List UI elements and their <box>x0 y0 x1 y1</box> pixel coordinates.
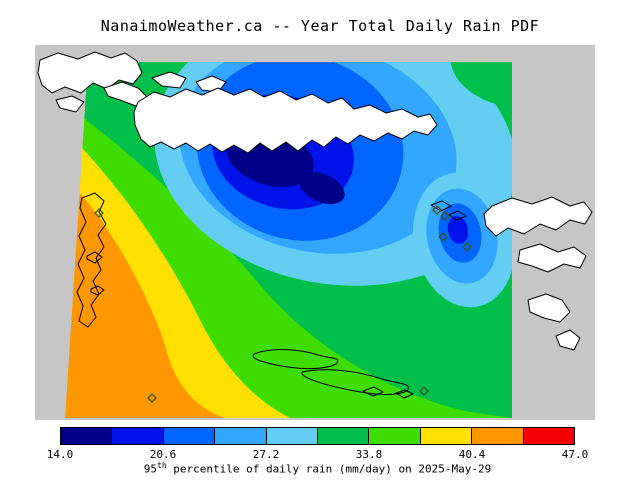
island-topleft-large <box>37 51 143 94</box>
colorbar-segment <box>420 428 473 444</box>
colorbar-segment <box>266 428 319 444</box>
coast-left-peninsula <box>76 192 107 328</box>
coast-bottom-islet-2 <box>395 389 414 399</box>
island-topleft-tiny <box>55 95 85 113</box>
white-landmasses <box>37 51 593 351</box>
coastlines-over-data <box>76 192 467 399</box>
contour-green-corner <box>450 62 512 108</box>
tick-label: 14.0 <box>46 448 74 461</box>
station-marker <box>419 386 429 396</box>
station-marker <box>147 393 157 403</box>
colorbar-segment <box>215 428 267 444</box>
tick-label: 40.4 <box>458 448 486 461</box>
colorbar-segment <box>112 428 164 444</box>
colorbar-segment <box>369 428 421 444</box>
mainland-coast <box>133 87 438 154</box>
colorbar-ticks: 14.0 20.6 27.2 33.8 40.4 47.0 <box>47 448 589 461</box>
contour-navy-lobe <box>299 171 345 205</box>
coast-bottom-island-1 <box>252 349 339 370</box>
caption-rest: percentile of daily rain (mm/day) on 202… <box>166 462 492 476</box>
colorbar-segment <box>523 428 575 444</box>
coast-bottom-islet-1 <box>362 386 384 397</box>
station-markers <box>94 205 472 403</box>
island-right-tiny <box>555 329 581 351</box>
caption: 95th percentile of daily rain (mm/day) o… <box>60 461 575 476</box>
station-marker <box>462 242 472 252</box>
coast-right-islet-1 <box>430 200 452 212</box>
tick-label: 27.2 <box>252 448 280 461</box>
caption-superscript: th <box>157 461 167 470</box>
colorbar-segment <box>318 428 370 444</box>
colorbar-segment <box>472 428 524 444</box>
island-right-small <box>527 293 571 323</box>
caption-prefix: 95 <box>143 462 158 476</box>
colorbar-segment <box>163 428 216 444</box>
pocket-blue-core <box>447 216 469 244</box>
island-topstrip-1 <box>151 71 187 89</box>
coast-right-islet-2 <box>448 210 467 221</box>
island-right-mid <box>517 243 587 273</box>
tick-label: 20.6 <box>149 448 177 461</box>
page-title: NanaimoWeather.ca -- Year Total Daily Ra… <box>100 17 540 35</box>
station-marker <box>432 205 442 215</box>
tick-label: 47.0 <box>561 448 589 461</box>
tick-label: 33.8 <box>355 448 383 461</box>
island-right-large <box>483 196 593 237</box>
coast-left-lake-1 <box>86 251 103 264</box>
colorbar <box>60 427 575 445</box>
coast-left-lake-2 <box>90 285 105 296</box>
station-marker <box>94 208 104 218</box>
rain-contour-map <box>35 45 595 420</box>
station-marker <box>440 211 450 221</box>
station-marker <box>438 232 448 242</box>
colorbar-segment <box>61 428 113 444</box>
